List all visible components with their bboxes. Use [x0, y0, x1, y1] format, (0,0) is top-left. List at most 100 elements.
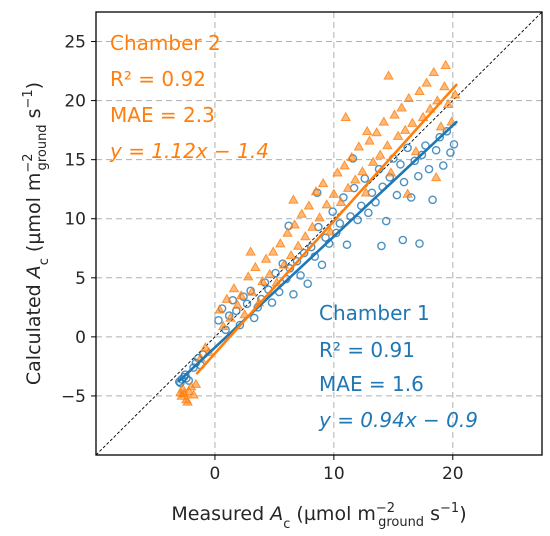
chamber1-point — [360, 174, 370, 183]
chamber2-point — [396, 102, 407, 112]
chamber2-point — [403, 92, 415, 103]
chamber2-point — [439, 81, 450, 91]
chamber2-point — [314, 212, 325, 222]
chamber2-point — [382, 140, 393, 150]
chamber2-point — [282, 227, 293, 237]
chamber2-point — [214, 304, 225, 314]
chamber2-point — [357, 166, 368, 176]
chamber2-point — [353, 141, 365, 151]
chamber1-point — [396, 160, 405, 169]
chamber2-r2: R² = 0.92 — [110, 67, 206, 91]
chamber2-point — [385, 167, 397, 177]
chamber1-point — [381, 216, 391, 226]
chamber2-point — [392, 130, 404, 140]
chamber2-point — [402, 188, 413, 198]
chamber2-point — [317, 177, 329, 188]
y-tick-label: 10 — [64, 210, 86, 230]
chamber2-point — [367, 156, 379, 166]
chamber2-point — [407, 117, 418, 127]
chamber1-point — [342, 240, 352, 250]
chamber1-point — [303, 279, 313, 289]
chamber2-point — [296, 208, 308, 218]
chamber2-point — [361, 125, 373, 136]
chamber1-point — [449, 140, 459, 149]
chamber2-point — [342, 182, 354, 192]
chamber2-point — [285, 249, 297, 260]
chamber1-point — [377, 241, 386, 251]
y-tick-label: 5 — [75, 269, 86, 289]
chamber2-point — [292, 240, 304, 250]
chamber2-point — [339, 160, 350, 170]
chamber2-point — [235, 290, 247, 300]
chamber2-point — [399, 124, 411, 134]
chamber2-point — [335, 196, 347, 206]
chamber1-point — [317, 260, 327, 270]
chamber2-mae: MAE = 2.3 — [110, 103, 215, 127]
y-tick-label: 25 — [64, 33, 86, 53]
chamber2-point — [325, 226, 336, 236]
chamber2-point — [449, 89, 461, 99]
chamber2-label: Chamber 2 — [110, 31, 221, 55]
chamber2-equation: y = 1.12x − 1.4 — [109, 139, 269, 163]
x-tick-label: 10 — [323, 464, 345, 484]
chamber1-annotation: Chamber 1 R² = 0.91 MAE = 1.6 y = 0.94x … — [318, 301, 478, 432]
chamber2-point — [328, 188, 340, 198]
chamber2-point — [435, 121, 447, 131]
chamber2-point — [440, 59, 451, 69]
y-tick-label: 15 — [64, 151, 86, 171]
chamber2-point — [242, 271, 254, 281]
plot-frame — [95, 11, 543, 456]
chamber1-fit-line — [177, 120, 458, 383]
chamber2-point — [430, 171, 442, 182]
chamber2-point — [310, 186, 322, 196]
y-axis-label: Calculated Ac (µmol m−2ground s−1) — [21, 82, 52, 385]
chamber1-mae: MAE = 1.6 — [319, 372, 424, 396]
y-tick-label: 0 — [75, 328, 86, 348]
chamber2-point — [275, 238, 286, 248]
axis-ticks: 0 10 20 −5 0 5 10 15 20 25 — [61, 33, 464, 484]
chamber2-point — [260, 253, 272, 263]
chamber2-point — [332, 167, 343, 177]
chamber1-label: Chamber 1 — [319, 301, 430, 325]
chamber2-point — [321, 199, 332, 209]
chamber1-point — [184, 376, 194, 385]
data-points — [174, 59, 461, 406]
chamber1-point — [267, 298, 277, 307]
chamber2-point — [442, 98, 454, 108]
chamber2-point — [217, 320, 229, 331]
chamber2-point — [257, 275, 268, 286]
chamber2-point — [188, 389, 199, 399]
x-axis-label: Measured Ac (µmol m−2 ground s−1) — [171, 501, 466, 532]
chamber1-point — [335, 219, 345, 228]
chamber1-point — [292, 256, 302, 266]
chamber2-annotation: Chamber 2 R² = 0.92 MAE = 2.3 y = 1.12x … — [109, 31, 269, 163]
chamber1-point — [415, 239, 424, 248]
chamber1-point — [438, 161, 448, 170]
chamber1-point — [414, 171, 423, 181]
chamber2-point — [232, 299, 243, 309]
chamber2-point — [428, 66, 440, 77]
chamber2-fit-line — [195, 83, 458, 375]
chamber1-point — [289, 290, 298, 299]
chamber1-point — [174, 377, 184, 387]
chamber2-point — [221, 293, 233, 303]
chamber1-point — [435, 132, 445, 142]
chamber2-point — [175, 386, 186, 397]
chamber1-point — [364, 208, 373, 218]
chamber2-point — [246, 286, 258, 296]
chamber2-point — [245, 246, 256, 256]
chamber2-point — [410, 145, 422, 156]
chamber1-point — [428, 195, 437, 205]
chamber2-point — [421, 77, 432, 87]
chamber1-point — [353, 215, 362, 225]
chamber2-point — [360, 187, 372, 197]
x-tick-label: 20 — [442, 464, 464, 484]
chamber2-point — [228, 283, 240, 293]
chamber2-point — [200, 342, 211, 352]
chamber1-point — [421, 141, 430, 150]
chamber2-point — [303, 200, 315, 210]
chamber1-point — [410, 156, 420, 166]
chamber1-r2: R² = 0.91 — [319, 338, 415, 362]
y-tick-label: 20 — [64, 92, 86, 112]
